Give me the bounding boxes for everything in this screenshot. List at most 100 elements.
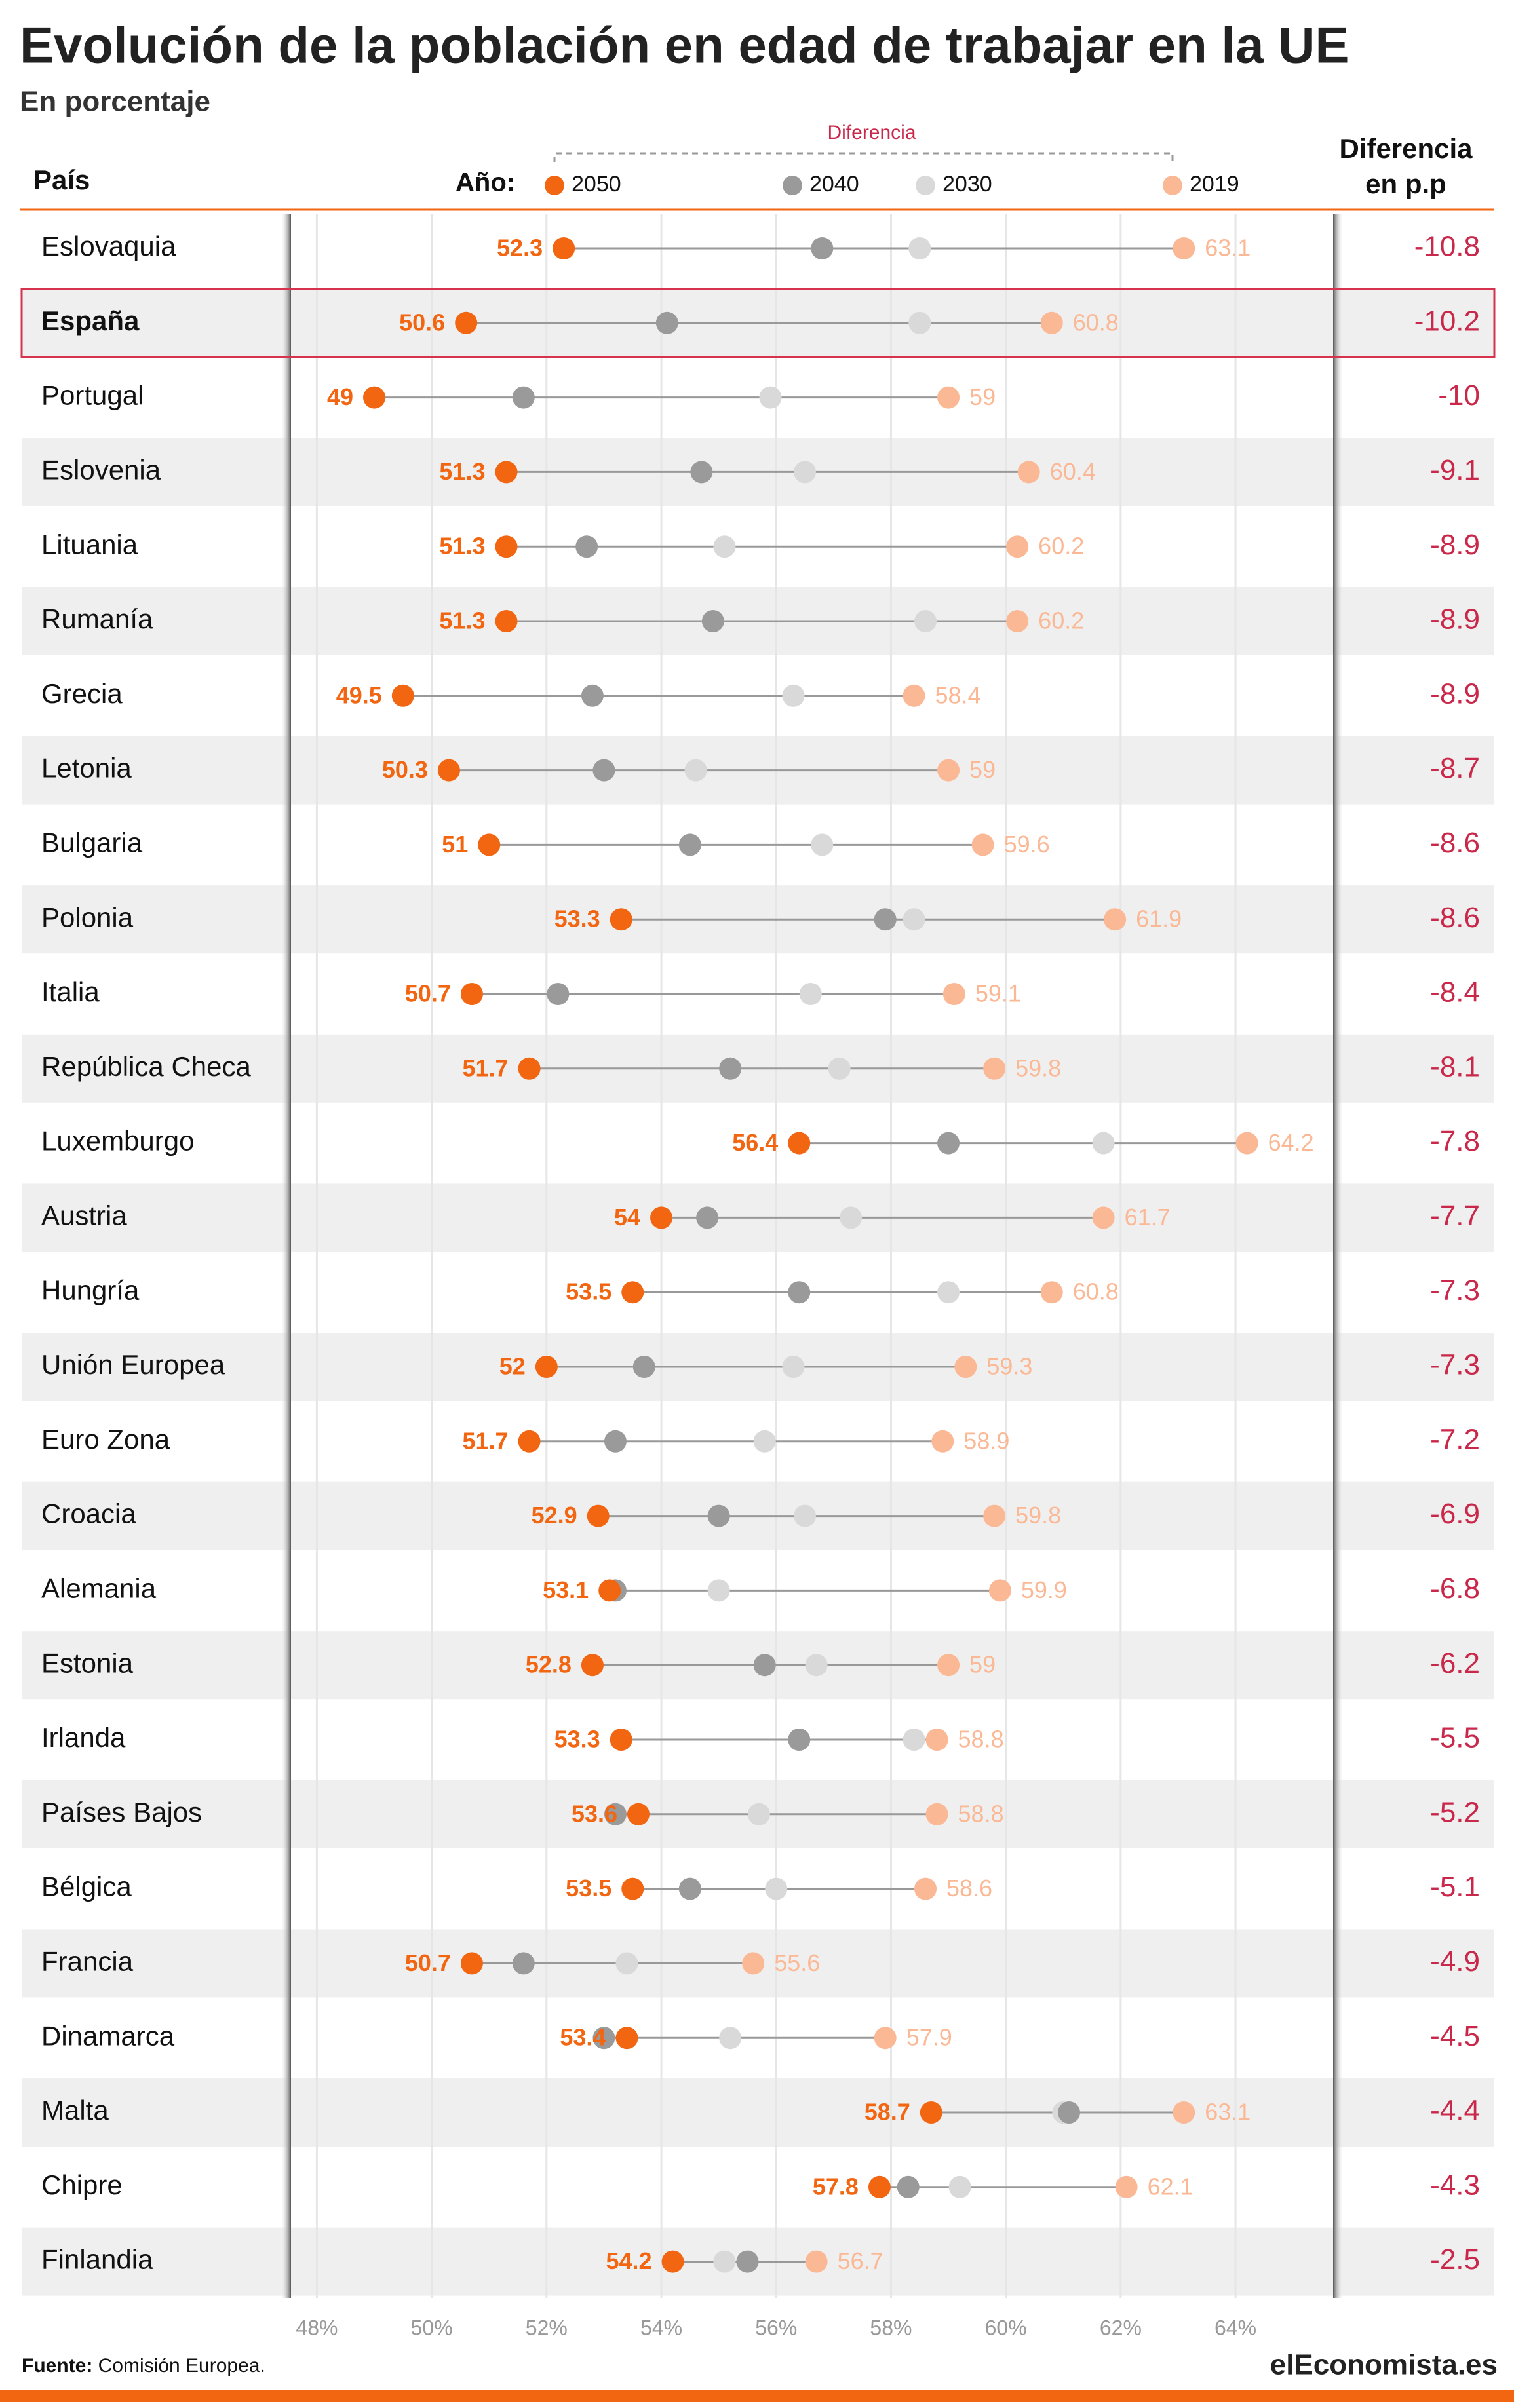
- value-label: 61.7: [1125, 1204, 1171, 1231]
- value-label: 50.7: [405, 1949, 451, 1976]
- dot: [1092, 1206, 1115, 1229]
- value-label: 64.2: [1268, 1129, 1314, 1156]
- value-label: 60.2: [1038, 607, 1084, 634]
- difference-value: -8.9: [1430, 603, 1480, 636]
- bracket-label: Diferencia: [827, 122, 916, 143]
- dot: [615, 1952, 638, 1975]
- dot: [455, 311, 478, 334]
- dot: [690, 461, 713, 484]
- logo: elEconomista.es: [1270, 2349, 1498, 2381]
- dot: [632, 1356, 655, 1378]
- category-label: Bulgaria: [41, 827, 143, 858]
- category-label: Luxemburgo: [41, 1126, 194, 1156]
- value-label: 50.7: [405, 980, 451, 1007]
- category-label: Croacia: [41, 1499, 136, 1529]
- difference-value: -7.7: [1430, 1200, 1480, 1232]
- dot: [971, 833, 994, 856]
- category-label: Unión Europea: [41, 1349, 225, 1380]
- dot: [581, 684, 604, 707]
- category-label: Estonia: [41, 1647, 134, 1678]
- difference-value: -7.3: [1430, 1274, 1480, 1307]
- x-tick-label: 62%: [1100, 2316, 1142, 2339]
- difference-value: -6.2: [1430, 1647, 1480, 1679]
- dot: [874, 2027, 897, 2050]
- value-label: 49: [327, 383, 353, 410]
- dot: [719, 2027, 742, 2050]
- category-label: Chipre: [41, 2169, 123, 2200]
- dot: [655, 311, 678, 334]
- value-label: 51: [442, 831, 468, 858]
- difference-value: -10.8: [1414, 231, 1480, 263]
- dot: [788, 1281, 811, 1304]
- legend-swatch: [1163, 176, 1182, 195]
- difference-value: -5.2: [1430, 1796, 1480, 1828]
- dot: [747, 1803, 770, 1825]
- dot: [460, 983, 483, 1005]
- x-tick-label: 50%: [411, 2316, 453, 2339]
- dot: [840, 1206, 863, 1229]
- dot: [713, 2250, 736, 2273]
- difference-value: -10: [1438, 379, 1480, 411]
- category-label: Grecia: [41, 678, 123, 709]
- dot: [684, 759, 707, 782]
- value-label: 56.4: [732, 1129, 778, 1156]
- category-label: Países Bajos: [41, 1797, 202, 1827]
- value-label: 59.1: [975, 980, 1021, 1007]
- dot: [942, 983, 965, 1005]
- dot: [805, 1654, 828, 1677]
- difference-value: -8.9: [1430, 529, 1480, 561]
- dot: [868, 2175, 891, 2198]
- difference-value: -6.8: [1430, 1573, 1480, 1605]
- dot: [828, 1057, 851, 1080]
- value-label: 60.2: [1038, 533, 1084, 560]
- legend-label: 2019: [1190, 172, 1239, 197]
- dot: [1040, 1281, 1063, 1304]
- row-band: [22, 2078, 1494, 2147]
- dot: [914, 1877, 937, 1900]
- dot: [1006, 610, 1029, 632]
- value-label: 60.8: [1073, 309, 1119, 335]
- category-label: Dinamarca: [41, 2020, 175, 2051]
- dot: [604, 1430, 627, 1453]
- value-label: 59: [969, 1651, 996, 1678]
- dot: [805, 2250, 828, 2273]
- dot: [753, 1430, 776, 1453]
- value-label: 58.8: [958, 1800, 1004, 1827]
- difference-value: -4.3: [1430, 2169, 1480, 2201]
- category-label: Lituania: [41, 529, 138, 560]
- plot-edge: [1333, 214, 1344, 2298]
- chart-subtitle: En porcentaje: [20, 86, 210, 118]
- value-label: 56.7: [838, 2247, 883, 2274]
- difference-value: -4.5: [1430, 2020, 1480, 2052]
- dot: [794, 1504, 817, 1527]
- dot: [575, 535, 598, 558]
- legend-label: 2050: [572, 172, 621, 197]
- x-tick-label: 58%: [870, 2316, 912, 2339]
- legend-swatch: [916, 176, 935, 195]
- x-tick-label: 52%: [526, 2316, 568, 2339]
- dot: [592, 759, 615, 782]
- value-label: 51.3: [439, 607, 485, 634]
- dot: [1040, 311, 1063, 334]
- dot: [701, 610, 724, 632]
- dot: [1006, 535, 1029, 558]
- dot: [678, 833, 701, 856]
- dot: [903, 684, 925, 707]
- dot: [1092, 1132, 1115, 1155]
- dot: [988, 1579, 1011, 1602]
- value-label: 59.3: [986, 1353, 1032, 1380]
- category-label: Italia: [41, 976, 100, 1007]
- chart-title: Evolución de la población en edad de tra…: [20, 16, 1349, 74]
- value-label: 60.8: [1073, 1278, 1119, 1305]
- dot: [1235, 1132, 1258, 1155]
- value-label: 57.9: [906, 2024, 952, 2051]
- value-label: 51.3: [439, 458, 485, 485]
- value-label: 58.8: [958, 1726, 1004, 1753]
- dot: [1017, 461, 1040, 484]
- legend-swatch: [545, 176, 564, 195]
- difference-value: -9.1: [1430, 454, 1480, 486]
- dot: [391, 684, 414, 707]
- value-label: 59.8: [1015, 1054, 1061, 1081]
- dot: [1173, 2101, 1195, 2124]
